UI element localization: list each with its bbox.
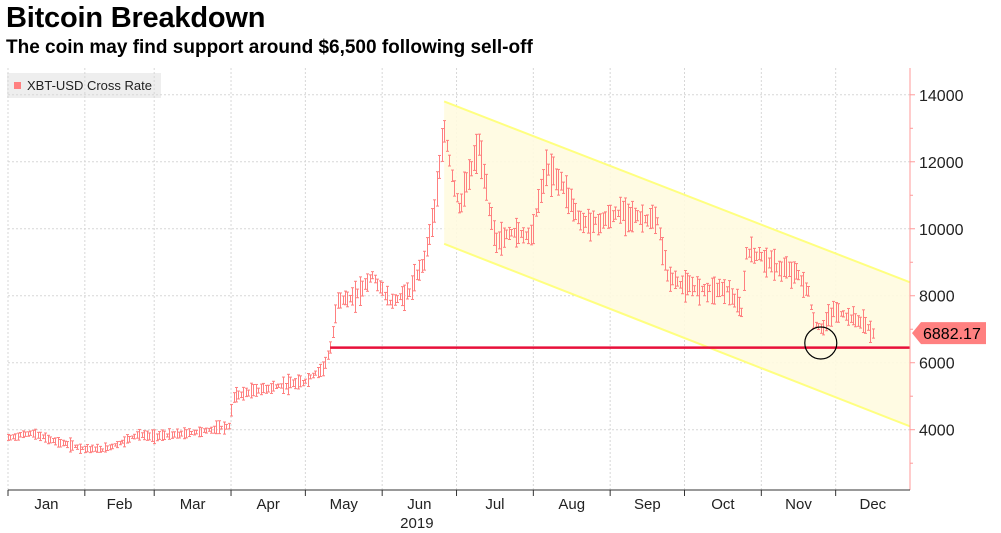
x-tick-label: Dec [859, 496, 886, 513]
x-tick-label: Mar [180, 496, 206, 513]
x-tick-label: Oct [711, 496, 735, 513]
x-tick-label: Jun [407, 496, 431, 513]
y-tick-label: 14000 [919, 88, 964, 105]
x-tick-label: Sep [634, 496, 661, 513]
y-tick-label: 10000 [919, 222, 964, 239]
legend-swatch [14, 82, 21, 89]
x-tick-label: Feb [107, 496, 133, 513]
x-tick-label: Jul [485, 496, 504, 513]
channel-lower-line [443, 242, 911, 428]
legend: XBT-USD Cross Rate [7, 73, 161, 98]
last-value-label: 6882.17 [923, 326, 981, 343]
x-tick-label: May [330, 496, 359, 513]
chart-subtitle: The coin may find support around $6,500 … [6, 37, 533, 58]
x-tick-label: Apr [257, 496, 280, 513]
y-tick-label: 4000 [919, 423, 955, 440]
highlight-circle [804, 326, 838, 360]
y-tick-label: 6000 [919, 356, 955, 373]
channel-upper-line [443, 100, 911, 284]
legend-label: XBT-USD Cross Rate [27, 78, 152, 93]
x-tick-label: Jan [34, 496, 58, 513]
x-year-label: 2019 [400, 515, 433, 532]
y-tick-label: 8000 [919, 289, 955, 306]
last-value-tag [912, 322, 986, 345]
y-tick-label: 12000 [919, 155, 964, 172]
trend-channel-fill [444, 101, 910, 427]
x-tick-label: Aug [558, 496, 585, 513]
x-tick-label: Nov [785, 496, 812, 513]
price-bars [7, 120, 875, 454]
chart-title: Bitcoin Breakdown [6, 2, 266, 34]
